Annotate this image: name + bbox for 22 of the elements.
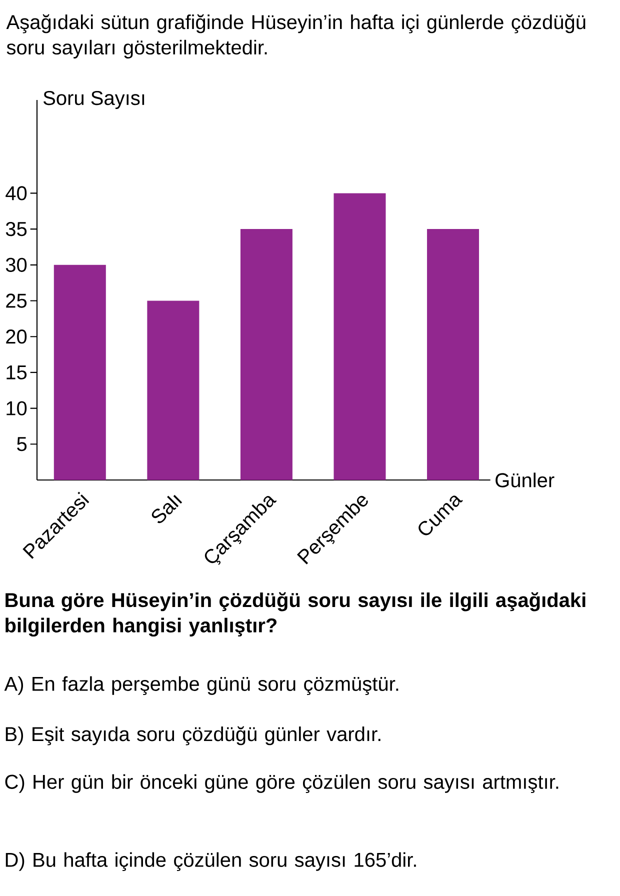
y-tick-label: 20 <box>6 330 27 344</box>
y-tick-label: 25 <box>6 294 27 308</box>
bar <box>427 229 480 480</box>
bar <box>54 264 106 480</box>
y-tick-label: 30 <box>6 258 27 272</box>
y-tick-label: 10 <box>6 401 27 416</box>
text: Buna göre Hüseyin’in çözdüğü soru sayısı ile ilgili aşağıdaki bilgilerden hangisi yanlıştır? <box>6 592 586 637</box>
bar <box>334 193 386 480</box>
bar <box>240 229 292 480</box>
y-tick-label: 15 <box>6 365 27 380</box>
y-tick-label: 35 <box>6 222 27 236</box>
text: C) Her gün bir önceki güne göre çözülen soru sayısı artmıştır. <box>5 774 558 793</box>
y-tick-label: 40 <box>6 186 27 200</box>
text: A) En fazla perşembe günü soru çözmüştür. <box>4 676 398 695</box>
y-axis-title: Soru Sayısı <box>44 90 144 110</box>
text: B) Eşit sayıda soru çözdüğü günler vardır. <box>6 726 380 746</box>
bar <box>147 300 200 480</box>
y-tick-label: 5 <box>17 437 27 452</box>
x-axis-title: Günler <box>496 472 554 488</box>
text: D) Bu hafta içinde çözülen soru sayısı 165’dir. <box>6 852 416 871</box>
x-tick-label: Salı <box>152 494 182 524</box>
chart-title: Aşağıdaki sütun grafiğinde Hüseyin’in hafta içi günlerde çözdüğü soru sayıları gösterilmektedir. <box>6 14 586 58</box>
